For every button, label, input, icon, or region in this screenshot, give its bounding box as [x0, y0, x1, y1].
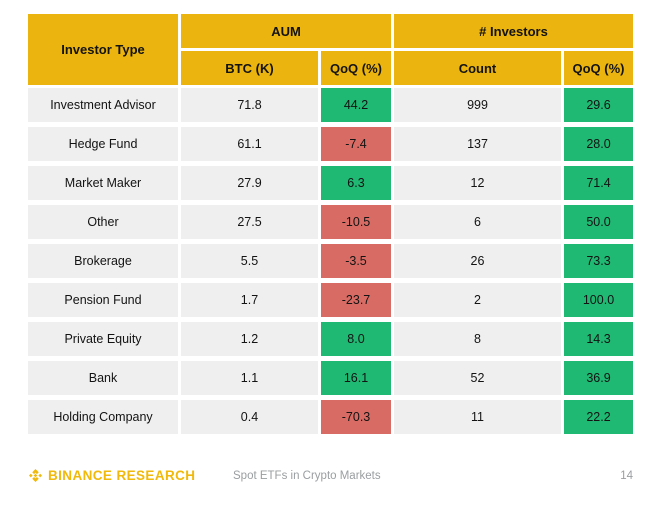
- footer: BINANCE RESEARCH Spot ETFs in Crypto Mar…: [0, 466, 661, 492]
- investor-table: Investor Type AUM # Investors BTC (K) Qo…: [28, 14, 633, 434]
- table-row: Other 27.5 -10.5 6 50.0: [28, 205, 633, 239]
- cell-aum-qoq: -70.3: [321, 400, 391, 434]
- cell-investors-qoq: 100.0: [564, 283, 633, 317]
- table-row: Hedge Fund 61.1 -7.4 137 28.0: [28, 127, 633, 161]
- binance-diamond-icon: [28, 468, 43, 483]
- cell-investors-qoq: 50.0: [564, 205, 633, 239]
- cell-count: 52: [394, 361, 561, 395]
- cell-btc: 27.5: [181, 205, 318, 239]
- cell-investors-qoq: 14.3: [564, 322, 633, 356]
- cell-aum-qoq: 6.3: [321, 166, 391, 200]
- cell-aum-qoq: 16.1: [321, 361, 391, 395]
- brand-wordmark: BINANCE RESEARCH: [48, 468, 196, 483]
- table-row: Market Maker 27.9 6.3 12 71.4: [28, 166, 633, 200]
- cell-btc: 0.4: [181, 400, 318, 434]
- table-header: Investor Type AUM # Investors BTC (K) Qo…: [28, 14, 633, 85]
- cell-aum-qoq: -10.5: [321, 205, 391, 239]
- cell-investors-qoq: 28.0: [564, 127, 633, 161]
- cell-investor-type: Private Equity: [28, 322, 178, 356]
- brand-logo: BINANCE RESEARCH: [28, 468, 195, 483]
- cell-investor-type: Investment Advisor: [28, 88, 178, 122]
- cell-investor-type: Market Maker: [28, 166, 178, 200]
- cell-count: 12: [394, 166, 561, 200]
- header-investors-qoq: QoQ (%): [564, 51, 633, 85]
- cell-count: 6: [394, 205, 561, 239]
- cell-investors-qoq: 29.6: [564, 88, 633, 122]
- cell-aum-qoq: -7.4: [321, 127, 391, 161]
- cell-investors-qoq: 73.3: [564, 244, 633, 278]
- cell-aum-qoq: -23.7: [321, 283, 391, 317]
- header-investors-group: # Investors: [394, 14, 633, 48]
- cell-count: 11: [394, 400, 561, 434]
- cell-btc: 61.1: [181, 127, 318, 161]
- cell-investors-qoq: 22.2: [564, 400, 633, 434]
- header-investor-type: Investor Type: [28, 14, 178, 85]
- cell-count: 999: [394, 88, 561, 122]
- header-btc: BTC (K): [181, 51, 318, 85]
- cell-btc: 1.7: [181, 283, 318, 317]
- cell-investor-type: Bank: [28, 361, 178, 395]
- table-row: Bank 1.1 16.1 52 36.9: [28, 361, 633, 395]
- cell-aum-qoq: 8.0: [321, 322, 391, 356]
- page-number: 14: [620, 470, 633, 482]
- cell-investor-type: Brokerage: [28, 244, 178, 278]
- cell-investor-type: Holding Company: [28, 400, 178, 434]
- table-row: Brokerage 5.5 -3.5 26 73.3: [28, 244, 633, 278]
- table-row: Holding Company 0.4 -70.3 11 22.2: [28, 400, 633, 434]
- table-row: Pension Fund 1.7 -23.7 2 100.0: [28, 283, 633, 317]
- report-title: Spot ETFs in Crypto Markets: [233, 470, 381, 482]
- cell-investors-qoq: 71.4: [564, 166, 633, 200]
- cell-count: 137: [394, 127, 561, 161]
- table-body: Investment Advisor 71.8 44.2 999 29.6 He…: [28, 88, 633, 434]
- cell-aum-qoq: -3.5: [321, 244, 391, 278]
- table-row: Private Equity 1.2 8.0 8 14.3: [28, 322, 633, 356]
- cell-btc: 71.8: [181, 88, 318, 122]
- table-row: Investment Advisor 71.8 44.2 999 29.6: [28, 88, 633, 122]
- cell-investor-type: Hedge Fund: [28, 127, 178, 161]
- cell-btc: 1.2: [181, 322, 318, 356]
- header-aum-qoq: QoQ (%): [321, 51, 391, 85]
- cell-aum-qoq: 44.2: [321, 88, 391, 122]
- cell-investors-qoq: 36.9: [564, 361, 633, 395]
- header-aum-group: AUM: [181, 14, 391, 48]
- cell-count: 2: [394, 283, 561, 317]
- header-count: Count: [394, 51, 561, 85]
- cell-investor-type: Other: [28, 205, 178, 239]
- cell-btc: 1.1: [181, 361, 318, 395]
- cell-count: 8: [394, 322, 561, 356]
- cell-btc: 27.9: [181, 166, 318, 200]
- cell-btc: 5.5: [181, 244, 318, 278]
- cell-investor-type: Pension Fund: [28, 283, 178, 317]
- cell-count: 26: [394, 244, 561, 278]
